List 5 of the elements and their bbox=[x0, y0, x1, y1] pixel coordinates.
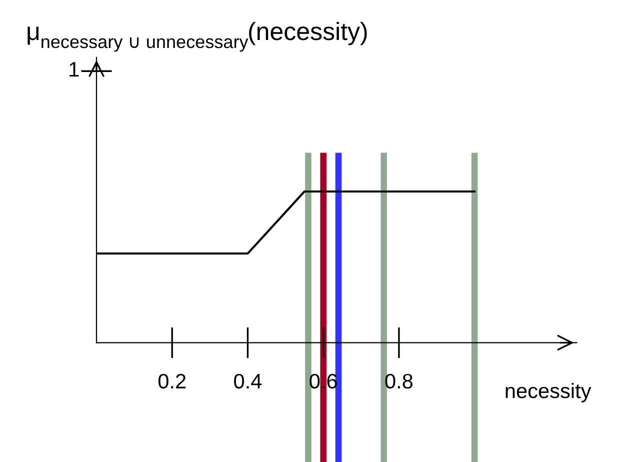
x-tick-label: 0.2 bbox=[158, 374, 186, 389]
x-tick-label: 0.8 bbox=[385, 374, 413, 389]
x-tick-label: 0.4 bbox=[234, 374, 262, 389]
text: 1 bbox=[70, 62, 79, 77]
x-axis-title: necessity bbox=[506, 382, 592, 402]
